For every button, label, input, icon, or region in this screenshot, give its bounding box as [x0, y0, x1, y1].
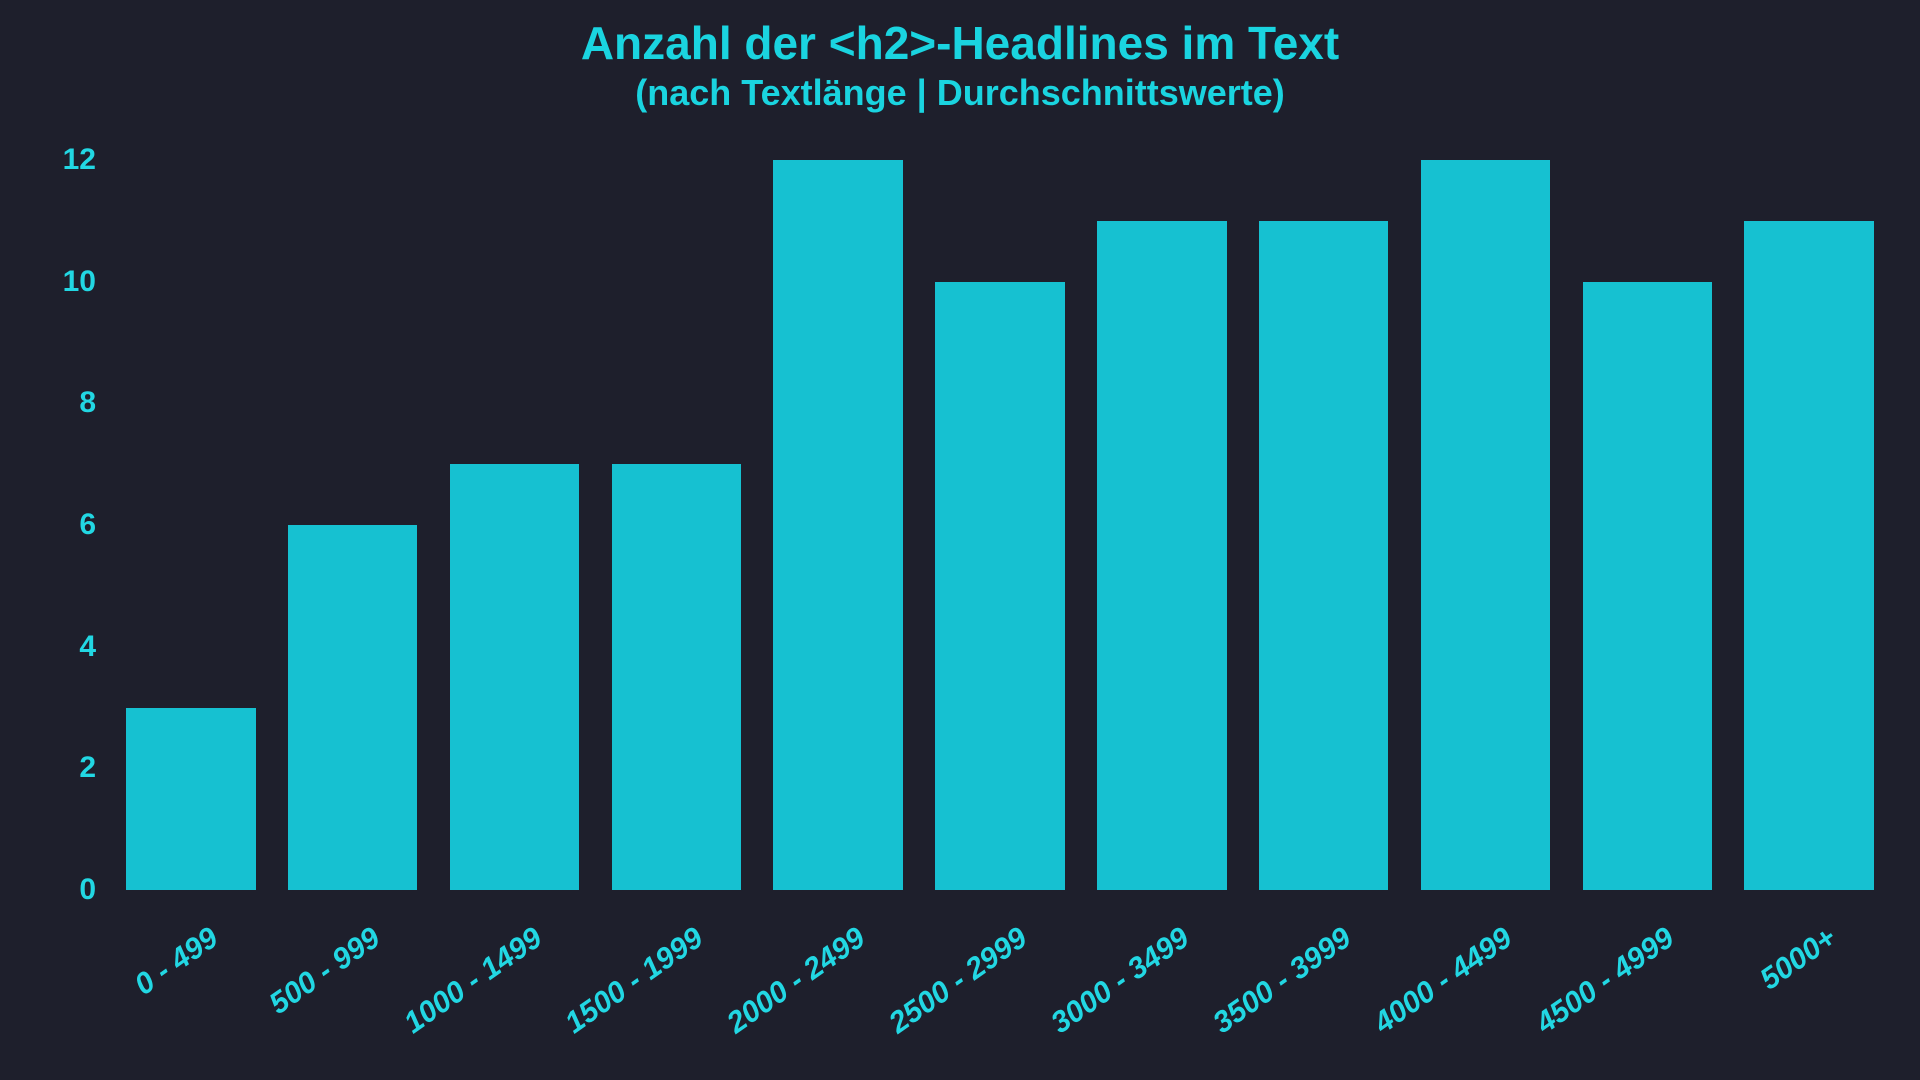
x-tick-label: 1500 - 1999 [559, 921, 710, 1041]
x-tick-label: 2000 - 2499 [721, 921, 872, 1041]
y-tick-label: 6 [79, 508, 110, 542]
x-tick-label: 4000 - 4499 [1369, 921, 1520, 1041]
bar [1259, 221, 1388, 890]
x-tick-label: 4500 - 4999 [1530, 921, 1681, 1041]
y-tick-label: 8 [79, 386, 110, 420]
x-tick-label: 3000 - 3499 [1045, 921, 1196, 1041]
y-tick-label: 2 [79, 751, 110, 785]
chart-plot-area: 024681012 0 - 499500 - 9991000 - 1499150… [110, 160, 1890, 890]
bar [1421, 160, 1550, 890]
y-tick-label: 10 [63, 265, 110, 299]
x-tick-label: 500 - 999 [263, 921, 386, 1022]
bar [612, 464, 741, 890]
x-tick-label: 5000+ [1754, 921, 1843, 997]
bars-container [110, 160, 1890, 890]
bar [1744, 221, 1873, 890]
x-tick-label: 3500 - 3999 [1207, 921, 1358, 1041]
y-tick-label: 12 [63, 143, 110, 177]
bar [935, 282, 1064, 890]
y-tick-label: 4 [79, 630, 110, 664]
bar [288, 525, 417, 890]
bar [450, 464, 579, 890]
x-tick-label: 2500 - 2999 [883, 921, 1034, 1041]
x-tick-label: 1000 - 1499 [398, 921, 549, 1041]
title-block: Anzahl der <h2>-Headlines im Text (nach … [0, 18, 1920, 112]
chart-title: Anzahl der <h2>-Headlines im Text [0, 18, 1920, 69]
bar [1583, 282, 1712, 890]
bar [126, 708, 255, 891]
x-tick-label: 0 - 499 [129, 921, 225, 1002]
bar [773, 160, 902, 890]
bar [1097, 221, 1226, 890]
chart-stage: Anzahl der <h2>-Headlines im Text (nach … [0, 0, 1920, 1080]
chart-subtitle: (nach Textlänge | Durchschnittswerte) [0, 73, 1920, 113]
y-tick-label: 0 [79, 873, 110, 907]
